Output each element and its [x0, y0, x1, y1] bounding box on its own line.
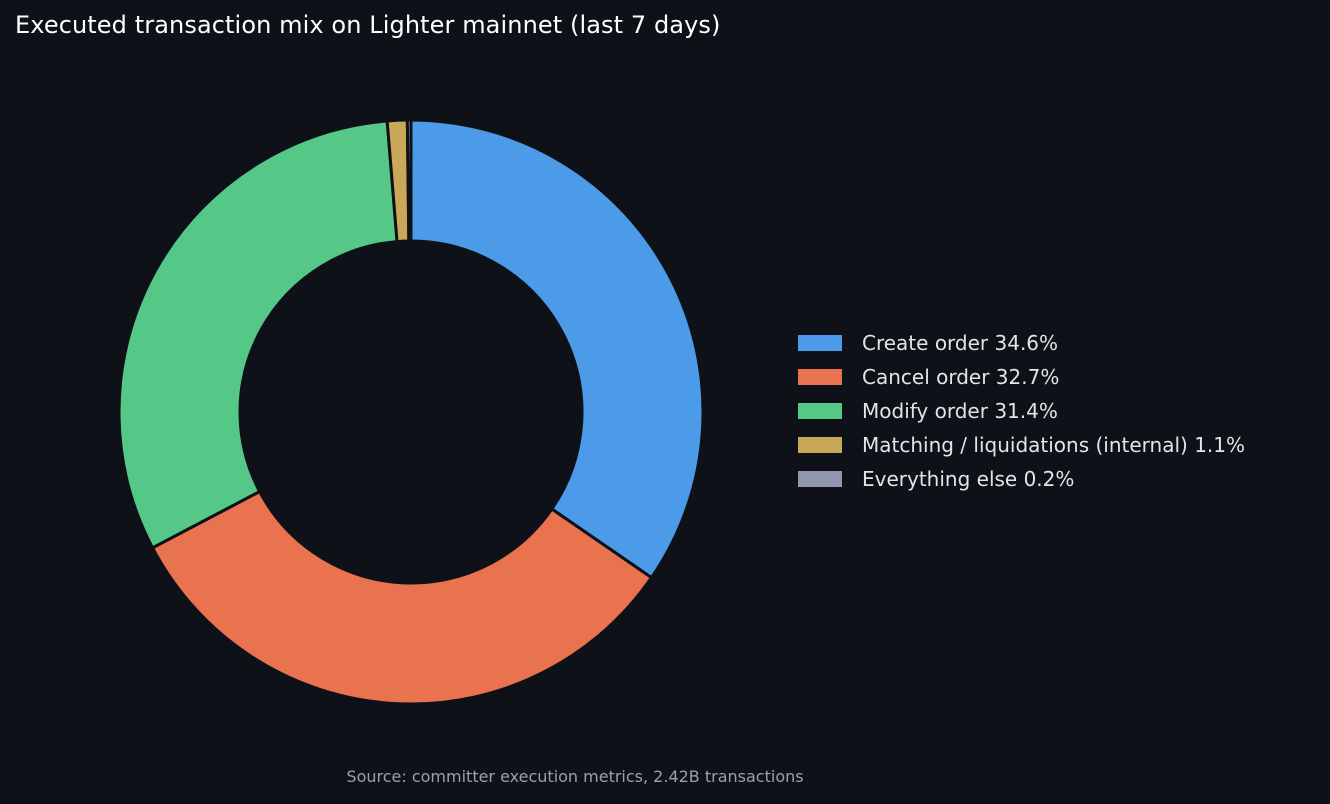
- legend-label: Create order 34.6%: [862, 331, 1059, 355]
- legend-swatch: [798, 437, 842, 453]
- legend-item-everything-else: Everything else 0.2%: [798, 462, 1245, 496]
- legend: Create order 34.6% Cancel order 32.7% Mo…: [798, 326, 1245, 496]
- legend-label: Cancel order 32.7%: [862, 365, 1060, 389]
- legend-swatch: [798, 369, 842, 385]
- donut-slice-cancel-order: [150, 489, 654, 706]
- donut-slice-create-order: [409, 118, 705, 580]
- legend-label: Modify order 31.4%: [862, 399, 1058, 423]
- legend-swatch: [798, 471, 842, 487]
- legend-item-matching-liquidations: Matching / liquidations (internal) 1.1%: [798, 428, 1245, 462]
- legend-item-modify-order: Modify order 31.4%: [798, 394, 1245, 428]
- legend-swatch: [798, 335, 842, 351]
- source-note: Source: committer execution metrics, 2.4…: [346, 767, 804, 786]
- legend-swatch: [798, 403, 842, 419]
- legend-item-create-order: Create order 34.6%: [798, 326, 1245, 360]
- donut-slice-modify-order: [117, 119, 399, 550]
- donut-slice-everything-else: [405, 118, 413, 243]
- legend-label: Everything else 0.2%: [862, 467, 1075, 491]
- chart-title: Executed transaction mix on Lighter main…: [15, 11, 721, 39]
- legend-label: Matching / liquidations (internal) 1.1%: [862, 433, 1245, 457]
- legend-item-cancel-order: Cancel order 32.7%: [798, 360, 1245, 394]
